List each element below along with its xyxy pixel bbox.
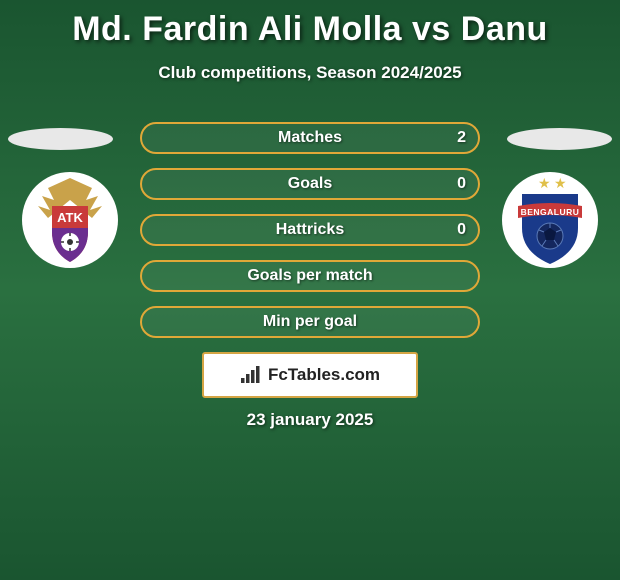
team-badge-left: ATK (20, 170, 120, 270)
brand-box: FcTables.com (202, 352, 418, 398)
stat-row: Goals 0 (140, 168, 480, 200)
stat-label: Hattricks (276, 221, 344, 239)
stat-label: Goals (288, 175, 332, 193)
svg-text:ATK: ATK (57, 210, 83, 225)
stats-container: Matches 2 Goals 0 Hattricks 0 Goals per match M… (140, 122, 480, 352)
svg-text:BENGALURU: BENGALURU (521, 207, 580, 217)
stat-label: Min per goal (263, 313, 357, 331)
stat-row: Hattricks 0 (140, 214, 480, 246)
stat-row: Matches 2 (140, 122, 480, 154)
stat-label: Matches (278, 129, 342, 147)
stat-label: Goals per match (247, 267, 372, 285)
stat-value-right: 0 (457, 221, 466, 239)
svg-text:★: ★ (538, 175, 551, 191)
date-text: 23 january 2025 (0, 410, 620, 430)
stat-row: Goals per match (140, 260, 480, 292)
brand-text: FcTables.com (268, 365, 380, 385)
page-title: Md. Fardin Ali Molla vs Danu (0, 0, 620, 49)
stat-value-right: 2 (457, 129, 466, 147)
stat-row: Min per goal (140, 306, 480, 338)
player-right-shadow (507, 128, 612, 150)
stat-value-right: 0 (457, 175, 466, 193)
player-left-shadow (8, 128, 113, 150)
team-badge-right: ★ ★ BENGALURU (500, 170, 600, 270)
subtitle: Club competitions, Season 2024/2025 (0, 63, 620, 83)
svg-text:★: ★ (554, 175, 567, 191)
bars-icon (240, 366, 262, 384)
